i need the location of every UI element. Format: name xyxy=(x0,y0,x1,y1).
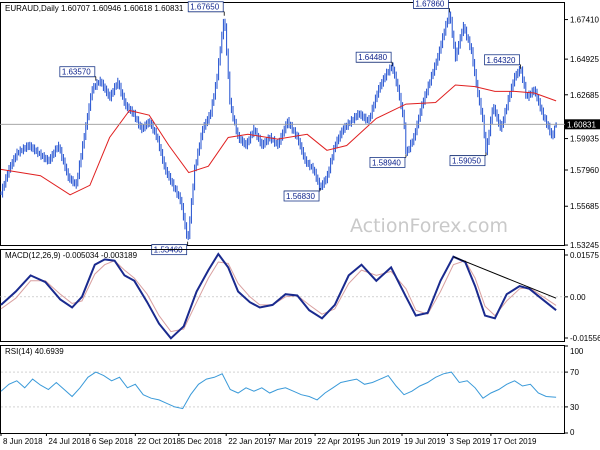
level-box xyxy=(283,190,320,202)
price-axis: 1.67410 1.64925 1.62685 1.59935 1.57960 1.556… xyxy=(565,16,599,250)
rsi-line xyxy=(0,371,557,410)
level-box xyxy=(59,66,96,78)
level-box xyxy=(449,155,486,167)
time-tick-label: 22 Apr 2019 xyxy=(317,437,361,446)
time-tick-label: 22 Jan 2019 xyxy=(228,437,273,446)
price-panel: ActionForex.com 1.63570 1.53460 1.67650 1.5… xyxy=(0,0,600,256)
rsi-tick-label: 30 xyxy=(570,403,579,412)
price-candles xyxy=(0,9,557,241)
level-box xyxy=(484,54,520,66)
time-axis: 8 Jun 2018 24 Jul 2018 6 Sep 2018 22 Oct 20… xyxy=(0,433,537,446)
rsi-tick-label: 100 xyxy=(570,347,584,356)
level-label: 1.59050 xyxy=(452,157,481,166)
price-tick-label: 1.62685 xyxy=(570,91,599,100)
level-box xyxy=(187,1,224,13)
price-tick-label: 1.53245 xyxy=(570,241,599,250)
rsi-panel-frame xyxy=(0,345,565,434)
current-price-tag-background xyxy=(565,119,600,130)
level-label: 1.64480 xyxy=(358,53,387,62)
time-tick-label: 7 Mar 2019 xyxy=(272,437,313,446)
macd-tick-label: 0.00 xyxy=(570,293,586,302)
time-tick-label: 5 Dec 2018 xyxy=(181,437,222,446)
macd-panel-frame xyxy=(0,249,565,342)
time-tick-label: 24 Jul 2018 xyxy=(48,437,90,446)
rsi-panel: RSI(14) 40.6939 100 70 30 0 xyxy=(0,345,584,437)
swing-level-markers: 1.63570 1.53460 1.67650 1.56830 1.64480 1.589… xyxy=(59,0,521,256)
macd-tick-label: 0.01575 xyxy=(570,251,599,260)
level-label: 1.67860 xyxy=(415,0,444,8)
watermark: ActionForex.com xyxy=(350,215,508,237)
macd-trendline xyxy=(453,256,557,299)
macd-tick-label: -0.015568 xyxy=(570,334,600,343)
time-tick-label: 22 Oct 2018 xyxy=(137,437,181,446)
current-price-tag-text: 1.60831 xyxy=(567,120,596,129)
time-tick-label: 5 Jun 2019 xyxy=(361,437,401,446)
price-tick-label: 1.67410 xyxy=(570,16,599,25)
level-box xyxy=(369,157,406,168)
level-label: 1.67650 xyxy=(190,3,219,12)
time-tick-label: 19 Jul 2019 xyxy=(404,437,446,446)
macd-label: MACD(12,26,9) -0.005034 -0.003189 xyxy=(5,251,138,260)
rsi-level-lines xyxy=(1,371,564,408)
price-tick-label: 1.57960 xyxy=(570,166,599,175)
macd-line xyxy=(0,252,557,340)
time-tick-label: 3 Sep 2019 xyxy=(449,437,490,446)
time-tick-label: 17 Oct 2019 xyxy=(493,437,537,446)
time-tick-label: 6 Sep 2018 xyxy=(92,437,133,446)
rsi-axis: 100 70 30 0 xyxy=(565,345,584,437)
rsi-tick-label: 70 xyxy=(570,368,579,377)
level-label: 1.53460 xyxy=(154,246,183,255)
level-box xyxy=(413,0,449,9)
macd-axis: 0.01575 0.00 -0.015568 xyxy=(565,251,600,343)
level-label: 1.63570 xyxy=(62,68,91,77)
rsi-tick-label: 0 xyxy=(570,428,575,437)
level-label: 1.64320 xyxy=(487,56,516,65)
level-label: 1.58940 xyxy=(372,158,401,167)
moving-average-line xyxy=(0,84,557,196)
macd-panel: MACD(12,26,9) -0.005034 -0.003189 0.0157… xyxy=(0,249,600,343)
price-tick-label: 1.55685 xyxy=(570,202,599,211)
time-tick-label: 8 Jun 2018 xyxy=(3,437,43,446)
price-tick-label: 1.59935 xyxy=(570,135,599,144)
price-tick-label: 1.64925 xyxy=(570,55,599,64)
rsi-label: RSI(14) 40.6939 xyxy=(5,347,64,356)
level-label: 1.56830 xyxy=(286,192,315,201)
current-price-tag: 1.60831 xyxy=(565,119,600,130)
level-box xyxy=(355,51,392,63)
chart-header: EURAUD,Daily 1.60707 1.60946 1.60618 1.6… xyxy=(5,4,184,13)
